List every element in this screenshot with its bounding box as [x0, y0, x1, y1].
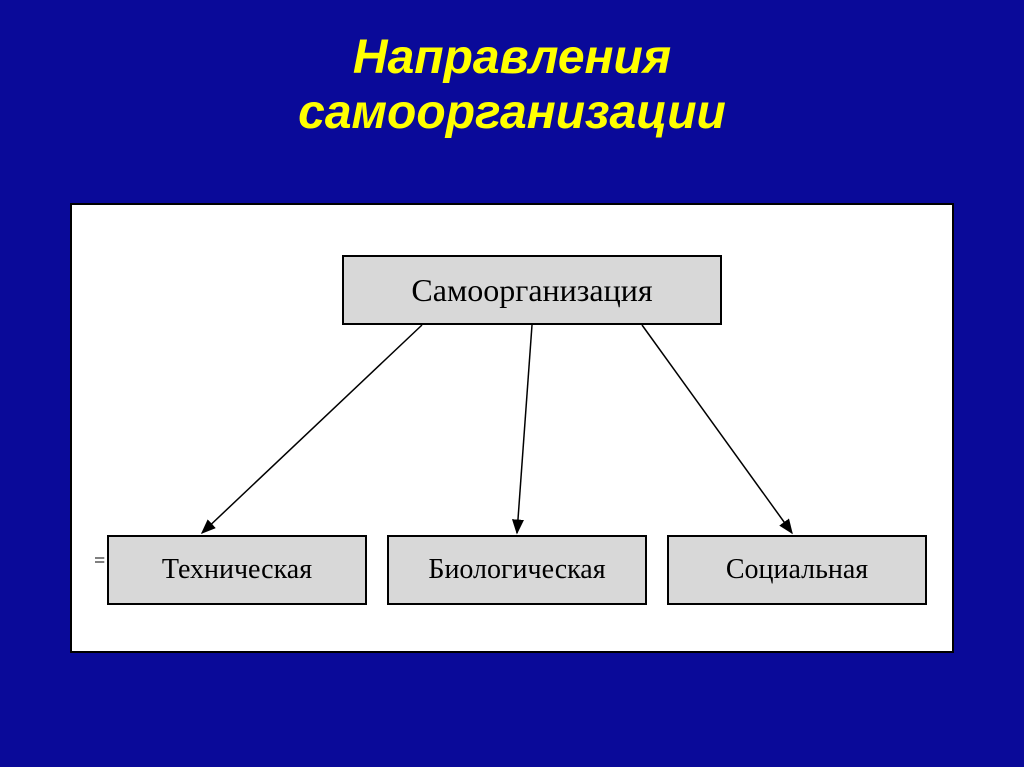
- child-node-social: Социальная: [667, 535, 927, 605]
- child-node-technical: Техническая: [107, 535, 367, 605]
- child-node-label: Техническая: [162, 554, 312, 586]
- child-node-biological: Биологическая: [387, 535, 647, 605]
- root-node: Самоорганизация: [342, 255, 722, 325]
- root-node-label: Самоорганизация: [411, 272, 652, 309]
- title-line-1: Направления: [0, 30, 1024, 85]
- edge-to-social: [642, 325, 792, 533]
- tick-mark-icon: =: [94, 550, 105, 573]
- edge-to-technical: [202, 325, 422, 533]
- title-line-2: самоорганизации: [0, 85, 1024, 140]
- edge-to-biological: [517, 325, 532, 533]
- slide-title: Направления самоорганизации: [0, 0, 1024, 140]
- diagram-container: Самоорганизация Техническая Биологическа…: [70, 203, 954, 653]
- child-node-label: Социальная: [726, 554, 868, 586]
- child-node-label: Биологическая: [428, 554, 605, 586]
